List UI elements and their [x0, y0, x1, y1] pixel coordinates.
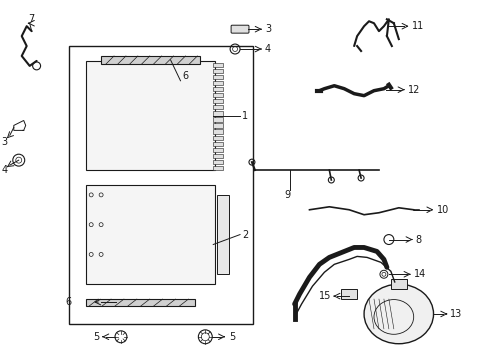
Bar — [217, 195, 229, 274]
Bar — [213, 123, 223, 128]
Text: 6: 6 — [65, 297, 71, 307]
Bar — [213, 111, 223, 116]
Text: 11: 11 — [411, 21, 423, 31]
Bar — [213, 166, 223, 170]
Text: 15: 15 — [319, 291, 331, 301]
Text: 4: 4 — [2, 165, 8, 175]
Text: 2: 2 — [242, 230, 248, 239]
Text: 9: 9 — [284, 190, 290, 200]
Text: 4: 4 — [264, 44, 270, 54]
Bar — [213, 135, 223, 140]
Bar — [213, 105, 223, 109]
Bar — [213, 148, 223, 152]
Text: 10: 10 — [436, 205, 448, 215]
Ellipse shape — [364, 284, 433, 344]
Text: 13: 13 — [449, 309, 462, 319]
Bar — [213, 87, 223, 91]
Bar — [213, 130, 223, 134]
Bar — [213, 81, 223, 85]
Text: 3: 3 — [264, 24, 270, 34]
Bar — [86, 61, 215, 170]
Bar — [213, 117, 223, 122]
Bar — [101, 56, 200, 64]
Bar — [213, 75, 223, 79]
Bar — [213, 93, 223, 97]
Text: 8: 8 — [415, 234, 421, 244]
Bar — [86, 185, 215, 284]
Bar — [213, 69, 223, 73]
Text: 6: 6 — [182, 71, 188, 81]
Bar — [341, 289, 356, 299]
Text: 14: 14 — [413, 269, 425, 279]
Text: 1: 1 — [242, 111, 247, 121]
Bar — [213, 141, 223, 146]
Bar — [86, 299, 195, 306]
Bar — [390, 279, 406, 289]
Text: 7: 7 — [28, 14, 35, 24]
Bar — [69, 46, 252, 324]
Bar — [213, 154, 223, 158]
Text: 12: 12 — [407, 85, 419, 95]
Bar — [213, 63, 223, 67]
Bar — [213, 160, 223, 164]
Text: 3: 3 — [2, 137, 8, 147]
Text: 5: 5 — [229, 332, 235, 342]
FancyBboxPatch shape — [231, 25, 248, 33]
Text: 5: 5 — [93, 332, 99, 342]
Bar — [213, 99, 223, 103]
